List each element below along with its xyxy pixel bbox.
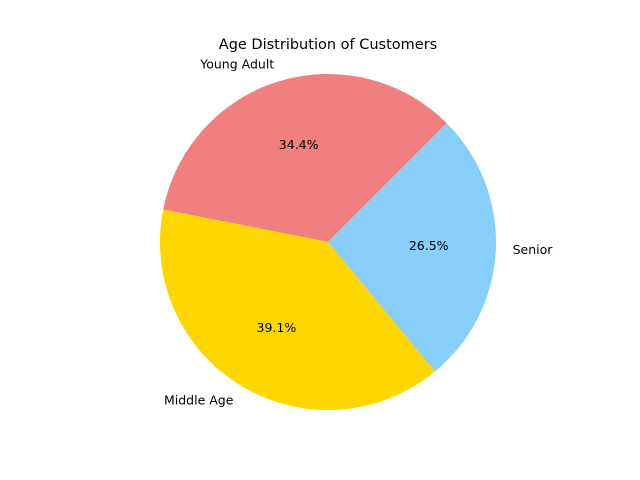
slice-percent-senior: 26.5%: [409, 238, 449, 253]
slice-percent-young-adult: 34.4%: [279, 137, 319, 152]
pie-slice-middle-age: [159, 209, 436, 411]
slice-label-senior: Senior: [513, 242, 554, 257]
slice-label-middle-age: Middle Age: [164, 392, 234, 407]
pie-labels: Young Adult 34.4% Middle Age 39.1% Senior 26.…: [164, 57, 553, 408]
pie-slices: [159, 73, 496, 411]
pie-slice-young-adult: [163, 73, 447, 242]
slice-label-young-adult: Young Adult: [199, 57, 274, 72]
pie-slice-senior: [328, 123, 496, 372]
slice-percent-middle-age: 39.1%: [257, 320, 297, 335]
chart-title: Age Distribution of Customers: [219, 37, 437, 53]
